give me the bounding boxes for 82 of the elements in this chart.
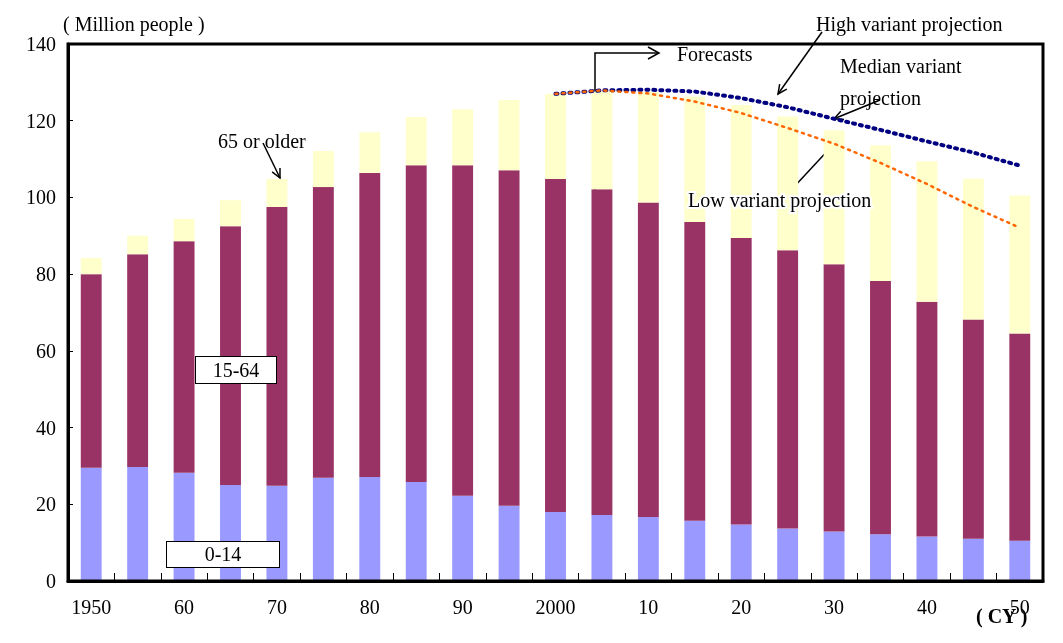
bar [127,467,149,581]
bar [312,187,334,478]
series-label: 65 or older [218,130,307,152]
bar [545,511,566,581]
bar [637,202,659,517]
y-tick-label: 100 [26,186,56,209]
x-tick-label: 10 [638,596,659,618]
bar [637,91,659,203]
bar [823,264,845,532]
y-tick-label: 0 [46,570,56,592]
bar [405,482,427,581]
bar [916,161,938,302]
bar [312,151,334,188]
bar [916,301,938,537]
bar [684,520,706,581]
label-box: 0-14 [166,541,280,568]
y-tick-label: 60 [36,339,56,362]
bar [266,179,288,208]
y-tick-label: 120 [26,109,56,132]
bar [870,281,891,535]
x-tick-label: 40 [916,596,937,618]
line-series [553,87,1022,168]
bar [498,170,520,506]
bar [684,221,706,521]
annotation: Median variant projection [840,55,967,110]
annotation: Forecasts [677,43,753,65]
bar [1009,540,1031,581]
bar [405,165,427,483]
bar [870,534,891,581]
bar [1009,195,1031,334]
bar [498,505,520,581]
bar [452,495,474,581]
bar [916,536,938,581]
bar [127,254,149,468]
annotation: Low variant projection [688,189,872,212]
bar [359,172,381,478]
text: High variant projection [816,13,1003,36]
bar [591,189,613,516]
bar [962,178,984,320]
bar [452,165,474,496]
bar [359,477,381,581]
bar [1009,333,1031,541]
bar [80,258,102,275]
x-tick-label: 1950 [71,596,112,618]
x-tick-label: 80 [359,596,380,618]
bar [545,93,566,180]
bar [266,207,288,486]
bar [452,109,474,166]
bar [173,241,195,473]
x-tick-label: 70 [266,596,287,618]
bar [823,531,845,581]
bar [870,145,891,282]
bar [220,200,241,227]
bar [127,235,149,255]
bar [80,467,102,581]
x-tick-label: 20 [731,596,752,618]
bar [730,238,752,525]
x-tick-label: 30 [824,596,845,618]
y-axis-title: ( Million people ) [63,13,205,36]
bar [591,515,613,581]
bar [80,274,102,468]
bar [312,477,334,581]
bar [498,100,520,171]
bar [962,319,984,539]
x-tick-label: 60 [174,596,195,618]
bar [545,179,566,512]
bar [962,538,984,581]
bar [591,91,613,190]
y-tick-label: 20 [36,493,56,516]
bar [777,250,799,529]
bar [777,528,799,581]
bar [173,218,195,242]
x-tick-label: 90 [452,596,473,618]
label-box: 15-64 [195,356,277,384]
bar [730,524,752,581]
bar [405,116,427,166]
y-tick-label: 40 [36,416,56,439]
bar [637,516,659,581]
y-tick-label: 140 [26,33,56,55]
bar [359,132,381,173]
x-tick-label: 2000 [535,596,576,618]
y-tick-label: 80 [36,263,56,286]
